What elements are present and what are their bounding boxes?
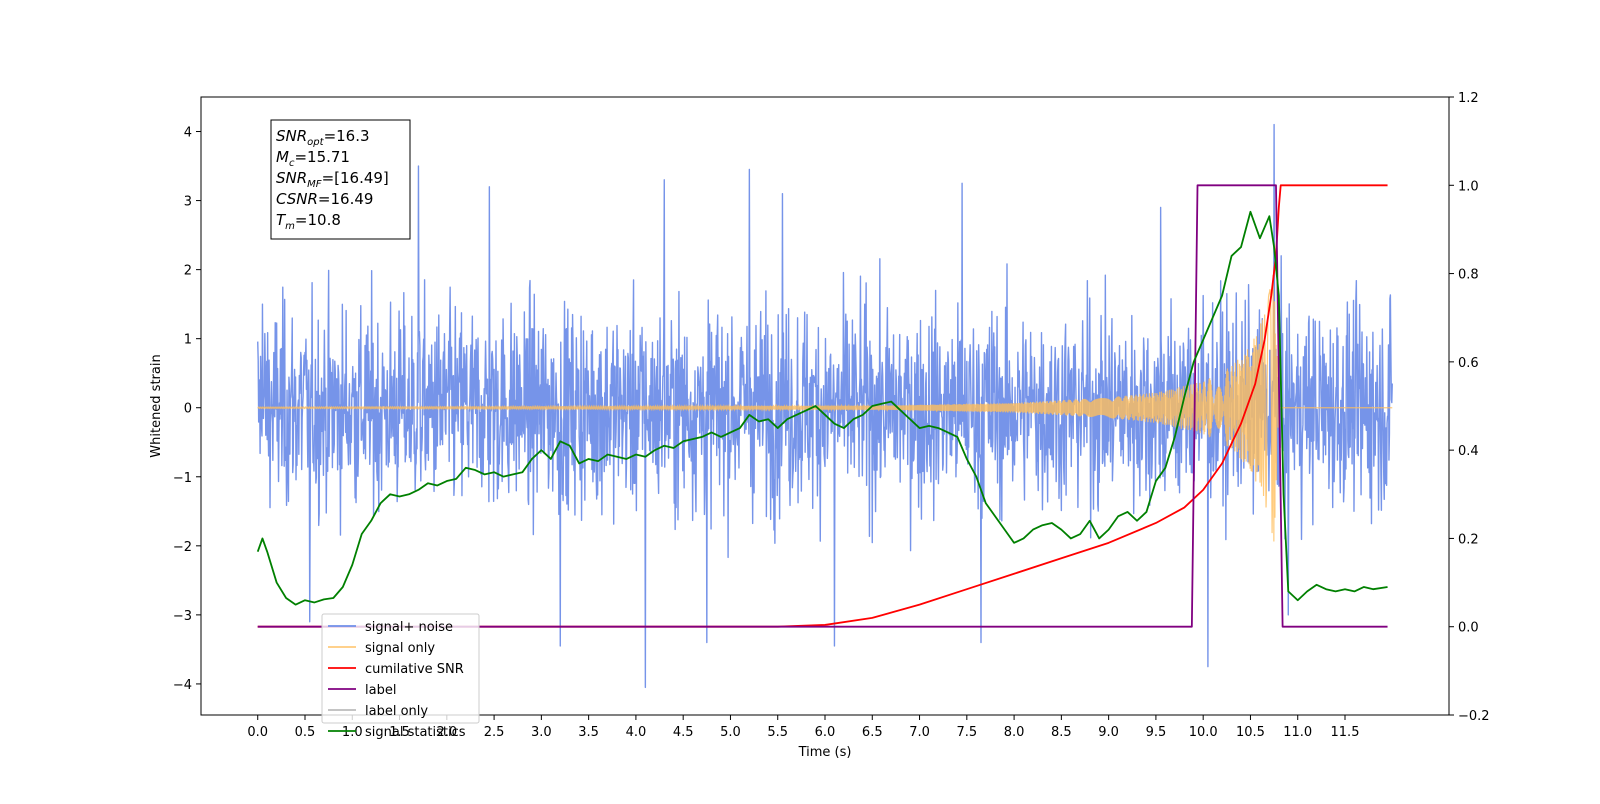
x-tick-label: 10.0 [1189,725,1218,740]
x-tick-label: 2.5 [484,725,505,740]
x-tick-label: 4.0 [626,725,647,740]
info-box: SNRopt=16.3Mc=15.71SNRMF=[16.49]CSNR=16.… [270,119,411,240]
x-tick-label: 1.0 [342,725,363,740]
y-tick-label: −1 [173,471,192,486]
info-line-symbol: SNR [276,127,307,145]
x-tick-label: 8.0 [1004,725,1025,740]
y-right-tick-label: 0.2 [1458,532,1479,547]
info-line-subscript: m [285,221,295,232]
info-line-subscript: MF [307,179,322,190]
info-line-value: =10.8 [295,211,341,229]
x-tick-label: 5.0 [720,725,741,740]
y-right-tick-label: 1.0 [1458,179,1479,194]
info-line-symbol: CSNR [276,190,318,208]
y-right-tick-label: 0.0 [1458,621,1479,636]
legend-frame [321,613,480,724]
x-axis-label: Time (s) [798,745,852,760]
x-tick-label: 3.5 [578,725,599,740]
x-tick-label: 2.0 [436,725,457,740]
x-tick-label: 1.5 [389,725,410,740]
info-line: Mc=15.71 [276,148,350,169]
legend-label: signal+ noise [365,620,453,635]
x-tick-label: 6.0 [815,725,836,740]
series-signal-only [257,274,1393,542]
x-tick-label: 6.5 [862,725,883,740]
series-layer [256,123,1393,689]
legend-label: label [365,683,396,698]
x-tick-label: 11.0 [1283,725,1312,740]
series-label [257,184,1388,628]
info-line-symbol: SNR [276,169,307,187]
y-right-tick-label: 1.2 [1458,91,1479,106]
y-axis-left: −4 −3 −2 −1 0 1 2 3 4 [173,126,201,693]
info-line: CSNR=16.49 [276,190,373,208]
series-signal-statistics [256,210,1388,606]
y-right-tick-label: −0.2 [1458,709,1490,724]
y-tick-label: −4 [173,678,192,693]
x-tick-label: 11.5 [1331,725,1360,740]
x-tick-label: 0.0 [247,725,268,740]
y-tick-label: −3 [173,609,192,624]
x-tick-label: 3.0 [531,725,552,740]
legend: signal+ noise signal only cumilative SNR la… [321,613,480,740]
series-cumilative-snr [257,184,1388,628]
info-line-symbol: T [276,211,287,229]
y-right-tick-label: 0.8 [1458,268,1479,283]
info-line-value: =15.71 [294,148,350,166]
y-tick-label: 4 [184,126,192,141]
x-tick-label: 5.5 [767,725,788,740]
x-tick-label: 0.5 [295,725,316,740]
x-tick-label: 10.5 [1236,725,1265,740]
legend-label: label only [365,704,428,719]
x-tick-label: 9.0 [1098,725,1119,740]
info-line-value: =[16.49] [322,169,389,187]
info-line: SNRMF=[16.49] [276,169,389,190]
y-axis-right: −0.2 0.0 0.2 0.4 0.6 0.8 1.0 1.2 [1449,91,1490,724]
y-tick-label: 1 [184,333,192,348]
x-axis: 0.0 0.5 1.0 1.5 2.0 2.5 3.0 3.5 4.0 4.5 5.0 5.5 6.0 6… [247,715,1359,740]
series-signal-noise [257,123,1393,689]
info-line: Tm=10.8 [276,211,341,232]
y-right-tick-label: 0.6 [1458,356,1479,371]
legend-label: cumilative SNR [365,662,464,677]
y-tick-label: 2 [184,264,192,279]
legend-label: signal statistics [365,725,466,740]
info-box-frame [270,119,411,240]
info-line-value: =16.49 [318,190,374,208]
y-tick-label: −2 [173,540,192,555]
info-line-value: =16.3 [324,127,370,145]
y-axis-label: Whitened strain [149,354,164,457]
y-right-tick-label: 0.4 [1458,444,1479,459]
x-tick-label: 7.0 [909,725,930,740]
x-tick-label: 7.5 [956,725,977,740]
info-line: SNRopt=16.3 [276,127,370,148]
y-tick-label: 0 [184,402,192,417]
y-tick-label: 3 [184,195,192,210]
info-line-subscript: c [289,158,295,169]
x-tick-label: 8.5 [1051,725,1072,740]
info-line-subscript: opt [307,137,324,148]
legend-label: signal only [365,641,435,656]
x-tick-label: 4.5 [673,725,694,740]
x-tick-label: 9.5 [1146,725,1167,740]
info-line-symbol: M [276,148,289,166]
